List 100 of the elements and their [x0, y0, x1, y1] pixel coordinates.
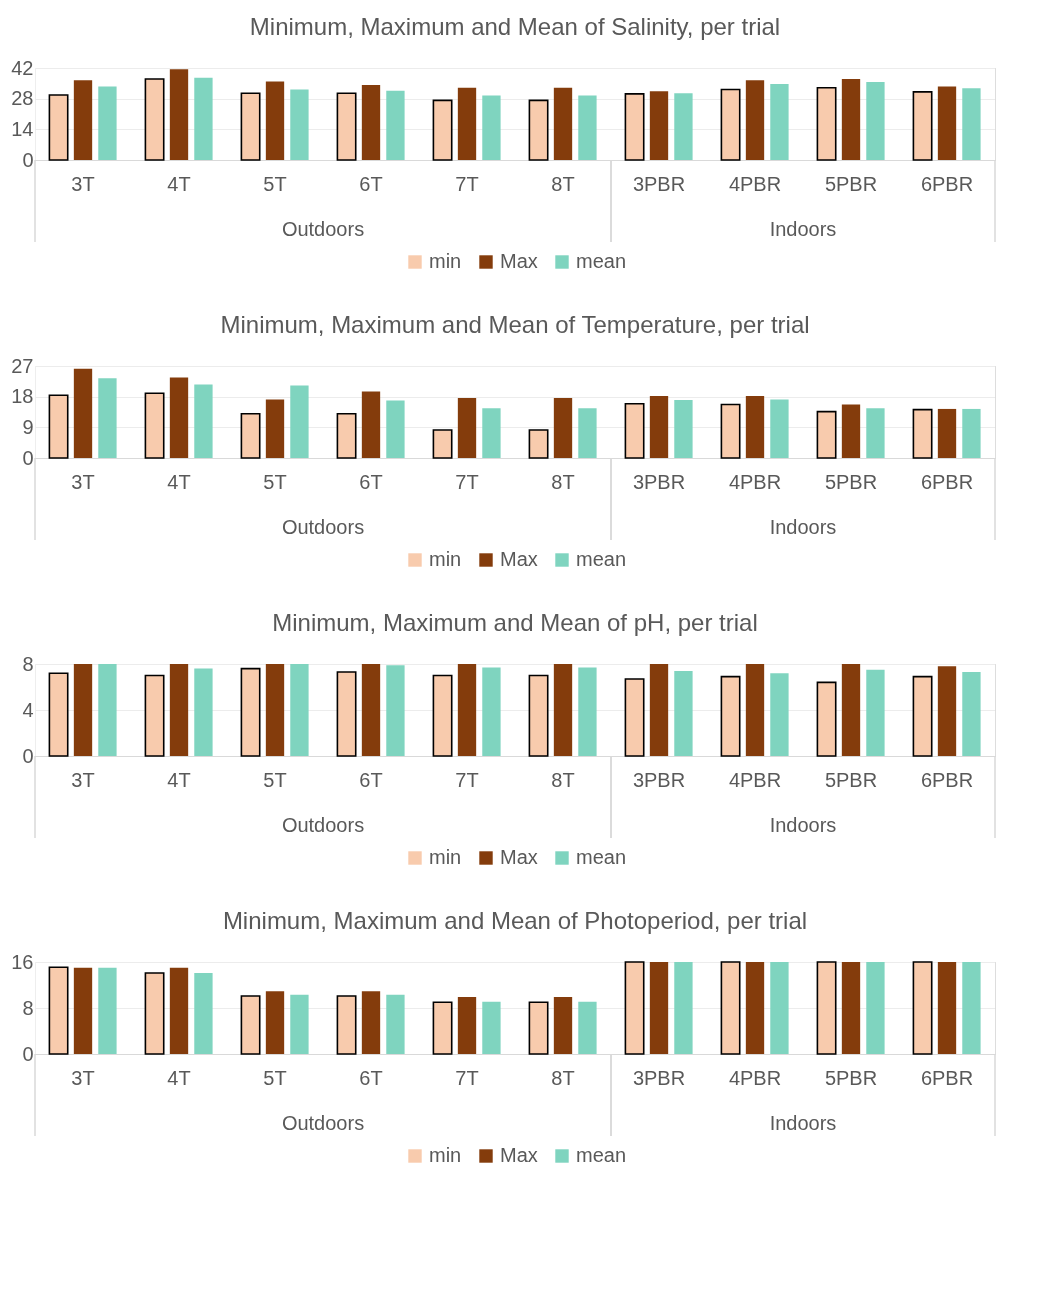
- legend-label: mean: [576, 846, 627, 868]
- bar: [482, 95, 501, 160]
- legend-label: Max: [500, 548, 538, 570]
- y-tick-label: 28: [11, 87, 34, 110]
- bar: [624, 93, 645, 161]
- y-tick-label: 8: [22, 996, 34, 1019]
- bar: [386, 400, 405, 458]
- x-tick-label: 5T: [263, 470, 287, 493]
- bar: [290, 385, 309, 458]
- bar: [361, 991, 381, 1054]
- bar: [48, 94, 69, 161]
- x-tick-label: 3PBR: [632, 768, 686, 791]
- legend-label: mean: [576, 548, 627, 570]
- chart-title: Minimum, Maximum and Mean of Temperature, per trial: [220, 311, 810, 338]
- x-tick-label: 8T: [551, 1066, 575, 1089]
- bar: [912, 91, 933, 161]
- bar: [553, 87, 573, 160]
- bar: [482, 408, 501, 458]
- x-tick-label: 6T: [359, 1066, 383, 1089]
- band-label: Outdoors: [281, 218, 365, 240]
- bar: [265, 399, 285, 458]
- bar: [528, 1001, 549, 1055]
- bar: [194, 77, 213, 160]
- bar: [265, 81, 285, 160]
- x-tick-label: 3T: [71, 172, 95, 195]
- bar: [624, 961, 645, 1055]
- x-tick-label: 8T: [551, 768, 575, 791]
- x-tick-label: 5PBR: [824, 768, 878, 791]
- y-tick-label: 0: [22, 148, 34, 171]
- bar: [432, 1001, 453, 1055]
- bar: [144, 972, 165, 1055]
- bar: [841, 404, 861, 458]
- bar: [720, 88, 741, 161]
- x-tick-label: 3PBR: [632, 470, 686, 493]
- legend-label: Max: [500, 846, 538, 868]
- x-tick-label: 5T: [263, 172, 287, 195]
- y-tick-label: 18: [11, 385, 34, 408]
- band-label: Outdoors: [281, 516, 365, 538]
- x-tick-label: 7T: [455, 470, 479, 493]
- bar: [649, 962, 669, 1054]
- bar: [169, 967, 189, 1054]
- bar: [144, 392, 165, 459]
- x-tick-label: 7T: [455, 768, 479, 791]
- bar: [240, 995, 261, 1055]
- bar: [98, 378, 117, 458]
- bar: [98, 86, 117, 160]
- bar: [386, 90, 405, 160]
- y-tick-label: 8: [22, 652, 34, 675]
- bar: [194, 972, 213, 1054]
- x-tick-label: 5T: [263, 1066, 287, 1089]
- bar: [553, 997, 573, 1054]
- bar: [290, 89, 309, 160]
- bar: [144, 78, 165, 161]
- bar: [457, 997, 477, 1054]
- bar: [962, 408, 981, 458]
- bar: [937, 408, 957, 458]
- bar: [912, 408, 933, 459]
- x-tick-label: 5PBR: [824, 1066, 878, 1089]
- x-tick-label: 4T: [167, 470, 191, 493]
- x-tick-label: 6PBR: [920, 1066, 974, 1089]
- bar: [73, 967, 93, 1054]
- bar: [866, 408, 885, 458]
- x-tick-label: 4PBR: [728, 470, 782, 493]
- x-tick-label: 6PBR: [920, 470, 974, 493]
- bar: [553, 398, 573, 458]
- bar: [528, 429, 549, 459]
- band-label: Outdoors: [281, 1112, 365, 1134]
- bar: [962, 88, 981, 160]
- legend-label: mean: [576, 250, 627, 272]
- bar: [745, 80, 765, 160]
- bar: [290, 994, 309, 1054]
- bar: [720, 961, 741, 1055]
- bar: [770, 399, 789, 458]
- x-tick-label: 8T: [551, 172, 575, 195]
- x-tick-label: 6PBR: [920, 172, 974, 195]
- y-tick-label: 0: [22, 1042, 34, 1065]
- y-tick-label: 16: [11, 950, 34, 973]
- x-tick-label: 3T: [71, 768, 95, 791]
- bar: [457, 398, 477, 458]
- band-label: Indoors: [769, 516, 837, 538]
- bar: [866, 962, 885, 1054]
- bar: [336, 995, 357, 1055]
- x-tick-label: 5PBR: [824, 470, 878, 493]
- bar: [432, 429, 453, 459]
- bar: [962, 962, 981, 1054]
- bar: [361, 391, 381, 458]
- bar: [432, 99, 453, 161]
- chart-title: Minimum, Maximum and Mean of Photoperiod, per trial: [222, 907, 808, 934]
- x-tick-label: 6PBR: [920, 768, 974, 791]
- x-tick-label: 5T: [263, 768, 287, 791]
- legend-label: Max: [500, 250, 538, 272]
- x-tick-label: 4PBR: [728, 1066, 782, 1089]
- legend-label: min: [429, 846, 462, 868]
- chart-title: Minimum, Maximum and Mean of Salinity, per trial: [249, 13, 781, 40]
- bar: [745, 395, 765, 458]
- bar: [841, 962, 861, 1054]
- bar: [482, 1001, 501, 1054]
- bar: [937, 86, 957, 160]
- x-tick-label: 7T: [455, 172, 479, 195]
- x-tick-label: 4PBR: [728, 768, 782, 791]
